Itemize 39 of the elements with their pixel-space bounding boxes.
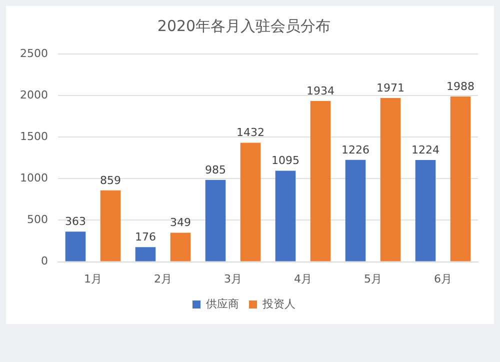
legend-label: 供应商 (206, 297, 239, 310)
data-label: 1095 (271, 154, 300, 168)
bar (345, 160, 366, 262)
bar (100, 190, 121, 262)
data-label: 1988 (446, 80, 474, 93)
bar (205, 180, 226, 262)
bar (310, 101, 331, 262)
data-label: 1971 (376, 81, 404, 94)
y-tick-label: 1000 (20, 172, 48, 185)
bar (135, 247, 156, 262)
bar (380, 98, 401, 262)
legend-label: 投资人 (262, 297, 296, 310)
x-tick-label: 6月 (434, 272, 452, 286)
y-tick-label: 2000 (20, 88, 48, 102)
x-tick-label: 1月 (84, 272, 102, 286)
x-tick-label: 3月 (224, 272, 242, 286)
chart-title: 2020年各月入驻会员分布 (157, 16, 331, 35)
y-tick-label: 2500 (20, 46, 48, 60)
x-tick-label: 4月 (294, 272, 312, 286)
bar (275, 170, 296, 262)
bar (240, 142, 261, 262)
y-tick-label: 500 (26, 213, 48, 226)
data-label: 1224 (412, 143, 440, 156)
data-label: 859 (100, 174, 121, 187)
x-tick-label: 5月 (364, 272, 382, 286)
data-label: 1432 (236, 126, 264, 140)
y-tick-label: 0 (40, 254, 48, 268)
data-label: 176 (134, 230, 156, 244)
bar (170, 232, 191, 262)
data-label: 1226 (342, 143, 370, 156)
bar (65, 232, 86, 262)
x-tick-label: 2月 (154, 272, 172, 286)
data-label: 363 (64, 214, 86, 228)
bar (450, 96, 471, 262)
data-label: 349 (170, 216, 191, 230)
y-tick-label: 1500 (20, 130, 48, 143)
data-label: 985 (204, 163, 226, 176)
data-label: 1934 (306, 84, 334, 98)
bar (415, 160, 436, 262)
